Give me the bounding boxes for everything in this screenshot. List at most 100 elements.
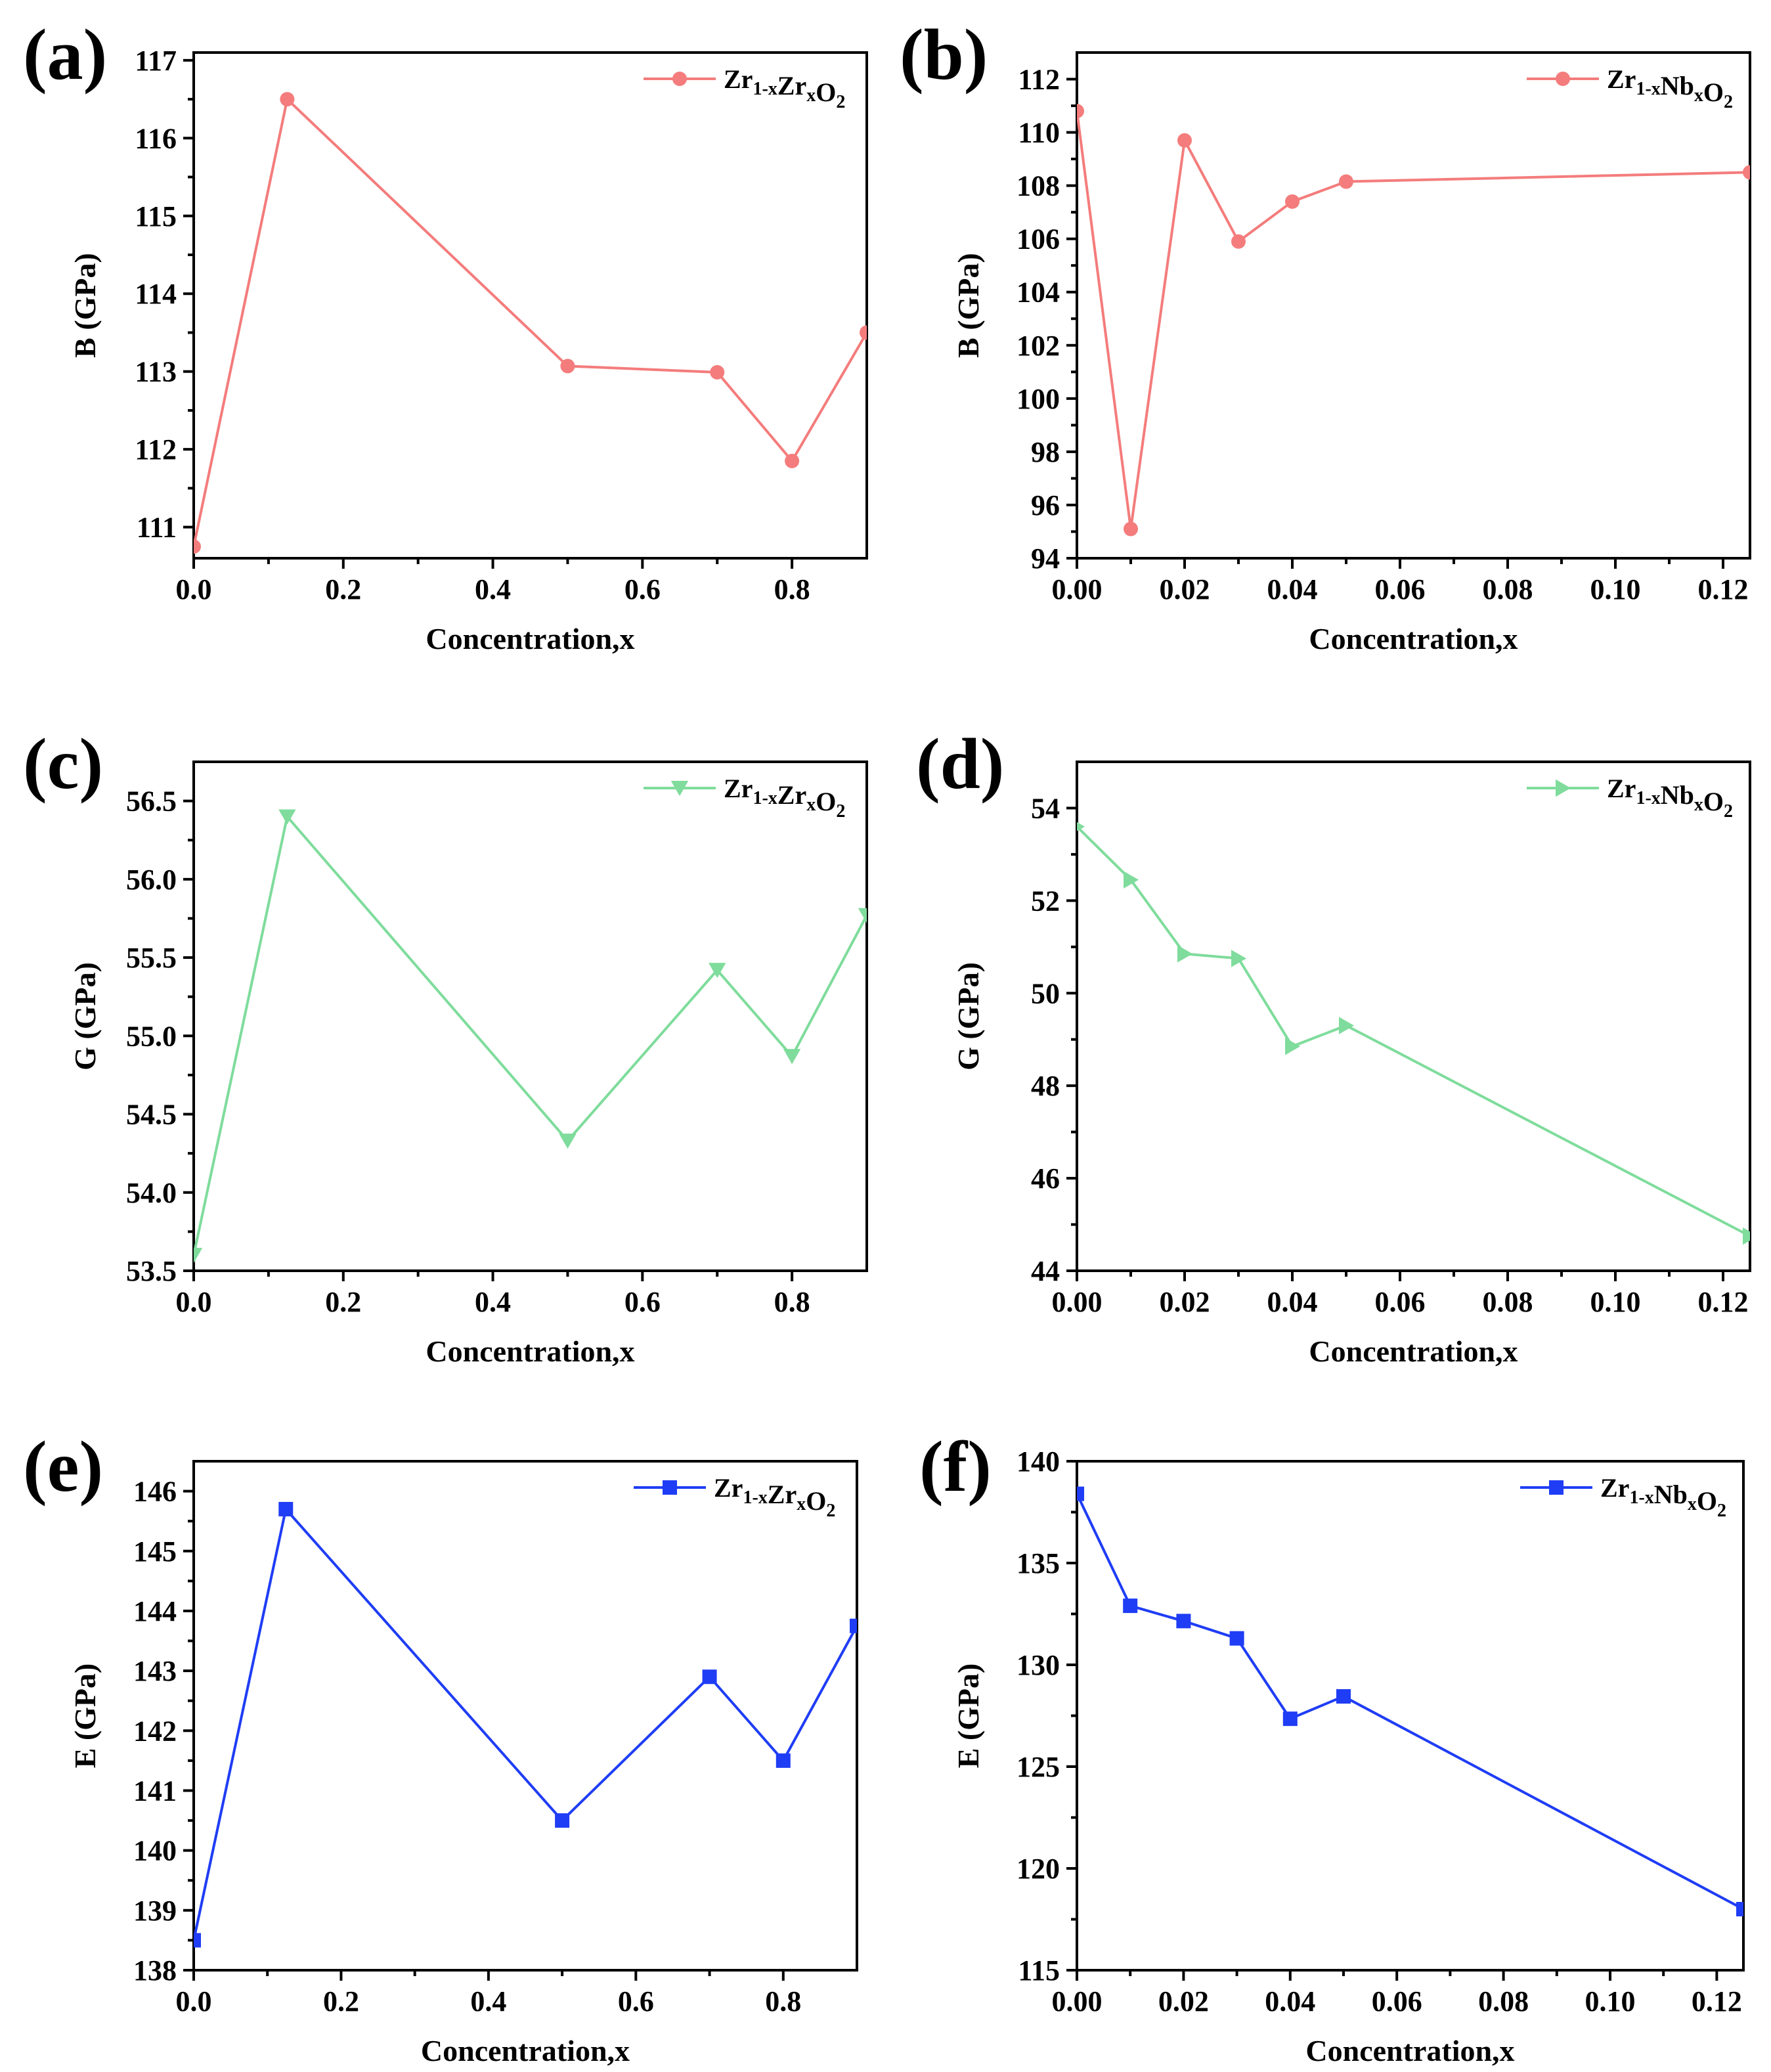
legend-text-part: 2 — [1724, 92, 1733, 112]
data-series — [1077, 104, 1750, 537]
y-tick-label: 114 — [135, 278, 177, 310]
legend-text-part: Zr — [777, 71, 806, 100]
data-point — [278, 1501, 294, 1516]
y-tick-label: 135 — [1017, 1547, 1060, 1579]
plot-frame — [1076, 51, 1751, 560]
chart-panel-2: 0.00 0.02 0.04 0.06 0.08 0.10 0.12 94 96 98 100 102… — [900, 14, 1751, 655]
data-point — [1285, 1038, 1301, 1055]
legend-text-part: O — [816, 77, 836, 107]
chart-panel-6: 0.00 0.02 0.04 0.06 0.08 0.10 0.12 115 120 125 130… — [919, 1426, 1745, 2067]
legend-text-part: Zr — [724, 64, 753, 94]
y-tick-label: 44 — [1031, 1255, 1060, 1287]
y-tick-label: 146 — [133, 1476, 177, 1508]
x-tick-label: 0.2 — [325, 573, 361, 606]
data-point — [783, 1049, 801, 1065]
legend-text-part: Nb — [1654, 1480, 1688, 1509]
legend-label: Zr1-xZrxO2 — [724, 774, 845, 822]
x-tick-label: 0.12 — [1698, 573, 1749, 606]
chart-panel-5: 0.0 0.2 0.4 0.6 0.8 138 139 140 141 142 143 144 145 1… — [23, 1426, 858, 2067]
x-tick-label: 0.00 — [1052, 573, 1103, 606]
y-tick-label: 55.5 — [126, 942, 177, 974]
data-point — [860, 325, 867, 340]
legend-label: Zr1-xZrxO2 — [724, 64, 845, 112]
x-tick-label: 0.8 — [765, 1985, 801, 2017]
data-point — [710, 364, 725, 380]
legend-text-part: 1-x — [1636, 79, 1660, 99]
y-tick-label: 52 — [1031, 885, 1060, 917]
x-tick-label: 0.6 — [624, 573, 661, 606]
data-point — [194, 1933, 201, 1948]
x-tick-label: 0.04 — [1267, 1286, 1318, 1318]
y-axis-title: G (GPa) — [68, 962, 102, 1070]
data-series — [194, 92, 867, 554]
x-tick-label: 0.10 — [1585, 1985, 1636, 2017]
data-point — [1231, 950, 1247, 967]
x-tick-label: 0.08 — [1483, 573, 1533, 606]
panel-label: (f) — [919, 1426, 992, 1507]
plot-frame — [192, 51, 868, 560]
x-tick-label: 0.02 — [1158, 1985, 1209, 2017]
x-tick-label: 0.02 — [1160, 573, 1210, 606]
plot-frame — [1076, 1460, 1745, 1972]
data-point — [1339, 174, 1353, 189]
y-tick-label: 54 — [1031, 792, 1060, 824]
x-tick-label: 0.0 — [176, 573, 212, 606]
legend-text-part: O — [1703, 787, 1724, 816]
legend-marker — [1556, 72, 1570, 86]
data-series — [1077, 822, 1750, 1245]
legend-text-part: 2 — [836, 92, 845, 112]
legend-text-part: x — [806, 795, 816, 815]
legend-label: Zr1-xNbxO2 — [1600, 1473, 1726, 1521]
y-tick-label: 102 — [1017, 330, 1060, 362]
data-point — [1077, 822, 1085, 831]
data-point — [1285, 194, 1300, 209]
panel-label: (e) — [23, 1426, 103, 1507]
y-tick-label: 143 — [133, 1655, 177, 1687]
y-axis-title: E (GPa) — [951, 1664, 985, 1769]
legend-text-part: Zr — [1607, 64, 1636, 94]
panel-label: (b) — [900, 14, 988, 95]
data-point — [1177, 133, 1192, 148]
y-tick-label: 110 — [1018, 117, 1060, 149]
y-tick-label: 130 — [1017, 1649, 1060, 1681]
data-point — [1124, 521, 1138, 537]
x-axis-title: Concentration,x — [421, 2034, 630, 2067]
legend-text-part: 1-x — [1636, 788, 1660, 808]
data-point — [1229, 1631, 1244, 1646]
data-point — [280, 92, 295, 107]
legend-label: Zr1-xZrxO2 — [714, 1473, 835, 1521]
y-tick-label: 138 — [133, 1954, 177, 1987]
legend-marker — [1556, 779, 1571, 797]
data-point — [1743, 1227, 1750, 1245]
y-tick-label: 144 — [133, 1595, 177, 1627]
data-point — [194, 539, 201, 554]
legend-text-part: 2 — [836, 801, 845, 822]
data-point — [555, 1813, 570, 1828]
x-tick-label: 0.6 — [624, 1286, 661, 1318]
y-tick-label: 106 — [1017, 223, 1060, 255]
legend-text-part: O — [1703, 77, 1724, 107]
data-point — [1282, 1711, 1298, 1727]
y-tick-label: 53.5 — [126, 1255, 177, 1287]
legend-text-part: 1-x — [743, 1488, 767, 1508]
legend-text-part: x — [806, 85, 816, 106]
y-tick-label: 120 — [1017, 1853, 1060, 1885]
legend-text-part: Zr — [714, 1473, 743, 1503]
x-tick-label: 0.08 — [1483, 1286, 1533, 1318]
chart-panel-4: 0.00 0.02 0.04 0.06 0.08 0.10 0.12 44 46 48 50 52 54… — [916, 724, 1751, 1368]
y-axis-title: E (GPa) — [68, 1664, 102, 1769]
chart-panel-3: 0.0 0.2 0.4 0.6 0.8 53.5 54.0 54.5 55.0 55.5 56.0 5… — [23, 724, 868, 1368]
legend-marker — [1549, 1480, 1563, 1495]
data-series — [1077, 1486, 1743, 1916]
legend-text-part: 2 — [826, 1501, 835, 1521]
x-tick-label: 0.8 — [774, 573, 810, 606]
legend-text-part: 2 — [1717, 1501, 1726, 1521]
y-tick-label: 94 — [1031, 542, 1060, 575]
series-line — [194, 1506, 857, 1941]
x-tick-label: 0.8 — [774, 1286, 810, 1318]
chart-panel-1: 0.0 0.2 0.4 0.6 0.8 111 112 113 114 115 116 117 Conc… — [23, 14, 868, 655]
x-axis-title: Concentration,x — [1309, 1334, 1518, 1368]
legend-text-part: Zr — [768, 1480, 797, 1509]
legend-text-part: x — [1688, 1494, 1697, 1514]
data-point — [1077, 1486, 1084, 1501]
